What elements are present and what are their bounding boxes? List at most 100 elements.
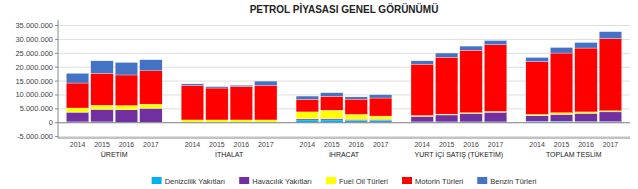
y-axis-line <box>58 20 59 138</box>
bar <box>369 95 391 98</box>
bar <box>526 114 548 115</box>
bar <box>321 110 343 118</box>
group-label: ÜRETİM <box>101 150 128 158</box>
legend-label: Denizcilik Yakıtları <box>165 177 226 186</box>
bar <box>411 61 433 64</box>
legend-label: Havacılık Yakıtları <box>252 177 312 186</box>
bar <box>526 62 548 115</box>
bar <box>369 98 391 116</box>
legend-item: Havacılık Yakıtları <box>239 177 312 186</box>
bar <box>115 62 137 74</box>
bar <box>66 83 88 108</box>
x-tick-label: 2017 <box>488 141 504 148</box>
bar <box>140 60 162 71</box>
legend-swatch <box>239 177 249 184</box>
legend-item: Denizcilik Yakıtları <box>152 177 226 186</box>
legend-label: Benzin Türleri <box>490 177 536 186</box>
bar <box>484 45 506 112</box>
y-tick-label: 25.000.000 <box>15 49 53 58</box>
bar <box>296 119 318 120</box>
bar <box>296 112 318 119</box>
bar <box>550 47 572 53</box>
bar <box>484 112 506 122</box>
grid-line <box>58 25 630 26</box>
chart: PETROL PİYASASI GENEL GÖRÜNÜMÜ -5.000.000… <box>0 0 638 189</box>
grid-line <box>58 136 630 137</box>
group-label: TOPLAM TESLİM <box>546 150 602 158</box>
x-tick-label: 2016 <box>463 141 479 148</box>
group-label: İTHALAT <box>215 150 244 158</box>
bar <box>66 108 88 112</box>
bar <box>369 119 391 120</box>
bar <box>91 73 113 105</box>
bar <box>599 112 621 122</box>
x-tick-label: 2015 <box>554 141 570 148</box>
y-tick-label: 15.000.000 <box>15 77 53 86</box>
grid <box>58 26 630 137</box>
bar <box>91 61 113 73</box>
bar <box>435 115 457 122</box>
legend-swatch <box>402 177 412 184</box>
x-tick-label: 2015 <box>94 141 110 148</box>
grid-line <box>58 53 630 54</box>
bar <box>526 57 548 61</box>
bar <box>255 81 277 85</box>
bars <box>66 32 621 123</box>
bar <box>181 85 203 120</box>
grid-line <box>58 122 630 123</box>
y-tick-label: -5.000.000 <box>17 132 53 141</box>
bar <box>66 73 88 83</box>
legend-swatch <box>326 177 336 184</box>
y-tick-label: 5.000.000 <box>20 104 53 113</box>
bar <box>550 53 572 113</box>
bar <box>140 104 162 108</box>
y-tick-label: 0 <box>49 118 53 127</box>
group-label: İHRACAT <box>329 150 360 158</box>
bar <box>345 97 367 99</box>
bar <box>411 64 433 115</box>
bar <box>550 113 572 115</box>
bar <box>321 93 343 97</box>
bar <box>345 99 367 114</box>
bar <box>550 114 572 121</box>
legend-item: Benzin Türleri <box>477 177 536 186</box>
title: PETROL PİYASASI GENEL GÖRÜNÜMÜ <box>250 3 439 15</box>
bar <box>369 116 391 119</box>
bar <box>115 75 137 106</box>
bar <box>230 87 252 120</box>
bar <box>599 32 621 39</box>
x-axis-line <box>58 138 630 139</box>
bar <box>296 99 318 111</box>
bar <box>321 96 343 110</box>
bar <box>321 119 343 120</box>
bar <box>140 108 162 122</box>
x-tick-label: 2014 <box>529 141 545 148</box>
series <box>66 32 621 100</box>
y-tick-label: 35.000.000 <box>15 21 53 30</box>
bar <box>345 114 367 119</box>
bar <box>255 120 277 122</box>
bar <box>526 116 548 122</box>
bar <box>575 112 597 113</box>
bar <box>599 39 621 111</box>
bar <box>206 88 228 120</box>
x-axis: 2014 2015 2016 2017 2014 2015 2016 2017 2014 2015… <box>70 141 619 159</box>
zero-line <box>58 122 630 123</box>
bar <box>435 57 457 114</box>
x-tick-label: 2017 <box>143 141 159 148</box>
y-tick-label: 10.000.000 <box>15 90 53 99</box>
legend-label: Fuel Oil Türleri <box>339 177 388 186</box>
legend-item: Motorin Türleri <box>402 177 464 186</box>
x-tick-label: 2017 <box>373 141 389 148</box>
x-tick-label: 2014 <box>414 141 430 148</box>
grid-line <box>58 39 630 40</box>
x-tick-label: 2015 <box>324 141 340 148</box>
x-tick-label: 2016 <box>578 141 594 148</box>
x-tick-label: 2016 <box>234 141 250 148</box>
bar <box>484 41 506 45</box>
bar <box>66 112 88 122</box>
y-axis: -5.000.000 0 5.000.000 10.000.000 15.000.000… <box>15 20 58 141</box>
x-tick-label: 2014 <box>70 141 86 148</box>
bar <box>206 87 228 88</box>
bar <box>115 106 137 110</box>
